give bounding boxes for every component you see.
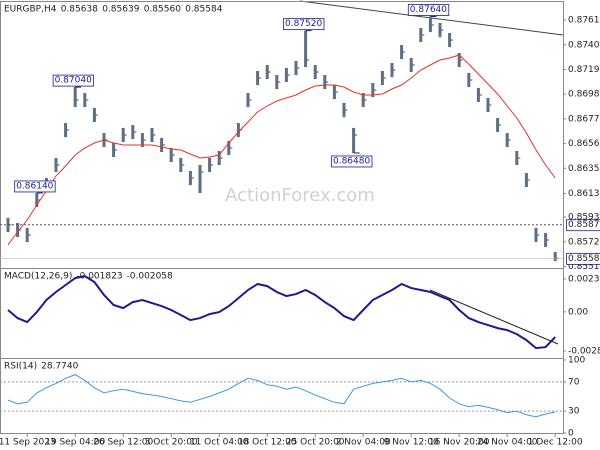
- panel-title: EURGBP,H4: [4, 5, 57, 15]
- x-tick-label: 2 Nov 04:00: [336, 438, 391, 448]
- header-value: 0.85584: [185, 5, 222, 15]
- y-tick-label: -0.002838: [568, 347, 600, 357]
- x-tick-label: 11 Oct 04:00: [190, 438, 249, 448]
- price-label-box: [52, 74, 94, 87]
- y-tick-label: 30: [568, 407, 580, 417]
- header-value: -0.002058: [127, 272, 173, 282]
- x-tick-label: 1 Dec 12:00: [528, 438, 583, 448]
- header-value: 0.85560: [144, 5, 181, 15]
- x-tick-label: 11 Sep 2023: [0, 438, 56, 448]
- price-label: 0.86140: [16, 181, 53, 191]
- panel-title: RSI(14): [4, 362, 37, 372]
- watermark: ActionForex.com: [225, 185, 375, 206]
- macd-trend-line: [429, 289, 559, 345]
- price-label-box: [331, 155, 373, 168]
- price-label-box: [566, 219, 600, 232]
- price-label-box: [283, 18, 325, 31]
- panel-frame: [0, 358, 564, 434]
- panel-title: MACD(12,26,9): [4, 272, 72, 282]
- y-tick-label: 0.85725: [568, 237, 600, 247]
- price-label: 0.85584: [568, 254, 600, 264]
- price-label: 0.87040: [55, 76, 92, 86]
- header-value: 0.85639: [102, 5, 139, 15]
- x-tick-label: 26 Sep 12:00: [93, 438, 153, 448]
- price-label-box: [566, 252, 600, 265]
- y-tick-label: 70: [568, 377, 580, 387]
- y-tick-label: 0: [568, 429, 574, 439]
- price-label: 0.86480: [333, 156, 370, 166]
- price-label-box: [14, 180, 56, 193]
- indicator-line: [7, 374, 556, 418]
- y-tick-label: 0.002375: [568, 275, 600, 285]
- price-label: 0.87640: [410, 5, 447, 15]
- x-tick-label: 19 Sep 04:00: [45, 438, 105, 448]
- header-value: 0.85638: [61, 5, 98, 15]
- header-value: 28.7740: [41, 362, 78, 372]
- y-tick-label: 0.00: [568, 307, 588, 317]
- y-tick-label: 0.85935: [568, 213, 600, 223]
- x-tick-label: 25 Oct 20:00: [286, 438, 345, 448]
- indicator-line: [7, 275, 556, 350]
- y-tick-label: 0.85515: [568, 262, 600, 272]
- y-tick-label: 100: [568, 356, 585, 366]
- y-tick-label: 0.86135: [568, 189, 600, 199]
- header-value: -0.001823: [76, 272, 122, 282]
- x-tick-label: 16 Nov 20:00: [429, 438, 490, 448]
- price-label-box: [407, 4, 450, 16]
- x-tick-label: 18 Oct 12:00: [238, 438, 297, 448]
- x-tick-label: 3 Oct 20:00: [145, 438, 198, 448]
- x-tick-label: 24 Nov 04:00: [477, 438, 538, 448]
- price-label: 0.87520: [285, 19, 322, 29]
- moving-average: [7, 54, 556, 246]
- x-tick-label: 9 Nov 12:00: [384, 438, 439, 448]
